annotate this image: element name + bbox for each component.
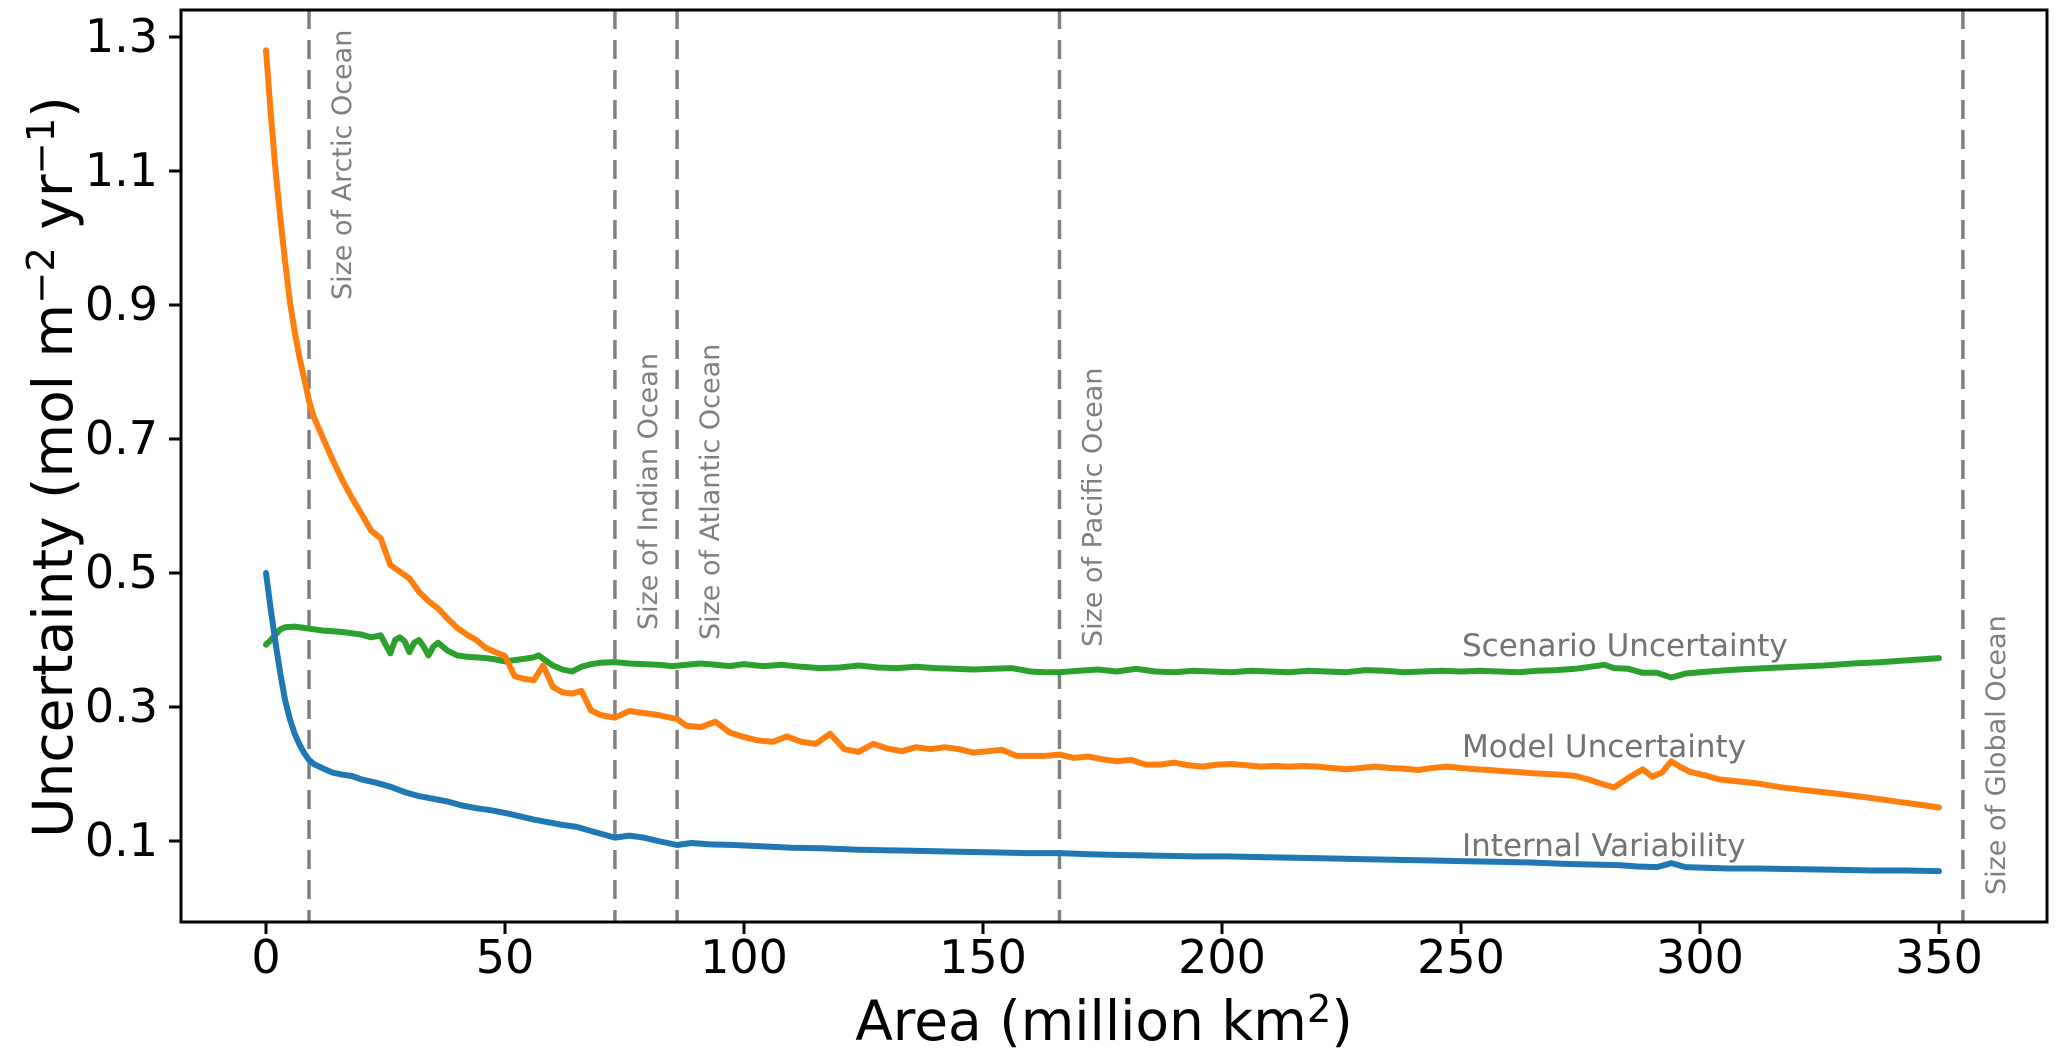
reference-label-size-of-global-ocean: Size of Global Ocean: [1981, 615, 2012, 895]
y-tick-label: 0.5: [85, 545, 158, 599]
x-axis-title: Area (million km2): [855, 987, 1353, 1053]
series-label-model-uncertainty: Model Uncertainty: [1462, 729, 1746, 765]
x-tick-label: 250: [1417, 930, 1505, 984]
x-tick-label: 150: [939, 930, 1027, 984]
series-line-model-uncertainty: [263, 47, 1942, 811]
reference-label-size-of-pacific-ocean: Size of Pacific Ocean: [1077, 368, 1108, 647]
x-tick-label: 200: [1178, 930, 1266, 984]
y-tick-label: 0.3: [85, 679, 158, 733]
x-tick-label: 350: [1895, 930, 1983, 984]
series-line-scenario-uncertainty: [263, 623, 1942, 681]
reference-label-size-of-atlantic-ocean: Size of Atlantic Ocean: [695, 344, 726, 640]
series-label-scenario-uncertainty: Scenario Uncertainty: [1462, 628, 1788, 664]
series-label-internal-variability: Internal Variability: [1462, 828, 1746, 864]
y-tick-label: 0.1: [85, 813, 158, 867]
y-tick-label: 1.1: [85, 143, 158, 197]
x-tick-label: 50: [476, 930, 535, 984]
y-axis-title: Uncertainty (mol m−2 yr−1): [19, 96, 85, 838]
reference-label-size-of-arctic-ocean: Size of Arctic Ocean: [327, 30, 358, 300]
y-tick-label: 1.3: [85, 9, 158, 63]
x-tick-label: 0: [251, 930, 280, 984]
plot-border: [179, 8, 2049, 924]
series-line-internal-variability: [263, 570, 1942, 875]
y-tick-label: 0.9: [85, 277, 158, 331]
reference-label-size-of-indian-ocean: Size of Indian Ocean: [633, 353, 664, 630]
x-tick-label: 300: [1656, 930, 1744, 984]
x-tick-label: 100: [700, 930, 788, 984]
y-tick-label: 0.7: [85, 411, 158, 465]
